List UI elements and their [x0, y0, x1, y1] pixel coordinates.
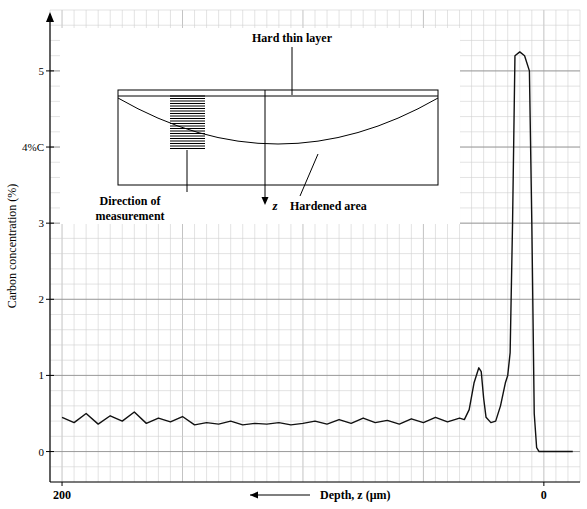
hatch: [170, 136, 205, 137]
z-arrow: [265, 90, 266, 200]
grid-line: [50, 451, 580, 452]
inset-box: [118, 90, 438, 185]
x-tick-label: 0: [541, 488, 547, 502]
y-tick-label: 5: [39, 65, 45, 77]
x-tick: [543, 482, 544, 486]
y-tick-label: 4%C: [22, 141, 44, 153]
x-direction-arrow: [250, 494, 310, 495]
paper-line: [50, 10, 580, 11]
leader: [300, 154, 318, 196]
hatch: [170, 116, 205, 117]
y-tick: [46, 375, 54, 376]
hatch: [170, 143, 205, 144]
inset: Hard thin layer Direction ofmeasurement zH…: [60, 28, 460, 224]
hatch: [170, 131, 205, 132]
hatch: [170, 98, 205, 99]
y-axis-arrow: [46, 12, 54, 22]
hardened-boundary: [118, 98, 438, 144]
paper-line: [495, 10, 496, 482]
paper-line: [543, 10, 544, 482]
hatch: [170, 148, 205, 149]
hatch: [170, 113, 205, 114]
hatch: [170, 133, 205, 134]
hatch: [170, 126, 205, 127]
graph-paper: [50, 10, 580, 482]
hatch: [170, 121, 205, 122]
chart: 0 1 2 3 4%C 5 200 0 Depth, z (μm) Carbon concentr…: [0, 0, 587, 509]
x-direction-arrowhead: [250, 492, 258, 499]
annotation: z: [271, 198, 278, 213]
annotation: Hardened area: [290, 199, 367, 213]
paper-line: [50, 238, 580, 239]
annotation: Hard thin layer: [252, 31, 333, 45]
grid-line: [50, 375, 580, 376]
paper-line: [50, 314, 580, 315]
y-axis-title: Carbon concentration (%): [5, 184, 19, 309]
y-tick: [46, 223, 54, 224]
y-axis: [49, 14, 50, 482]
hatch: [170, 106, 205, 107]
paper-line: [519, 10, 520, 482]
hatch: [170, 141, 205, 142]
y-tick: [46, 70, 54, 71]
paper-line: [567, 10, 568, 482]
hatch: [170, 108, 205, 109]
paper-line: [50, 466, 580, 467]
paper-line: [50, 299, 580, 300]
x-tick-label: 200: [53, 488, 71, 502]
hatch: [170, 118, 205, 119]
y-tick: [46, 299, 54, 300]
paper-line: [50, 329, 580, 330]
paper-line: [580, 10, 581, 482]
y-tick: [46, 451, 54, 452]
paper-line: [483, 10, 484, 482]
hatch: [170, 96, 205, 97]
paper-line: [507, 10, 508, 482]
annotation-line: measurement: [95, 209, 164, 223]
y-tick-label: 2: [39, 293, 45, 305]
paper-line: [50, 436, 580, 437]
paper-line: [50, 344, 580, 345]
hatch: [170, 123, 205, 124]
hatch: [170, 103, 205, 104]
paper-line: [50, 253, 580, 254]
hatch: [170, 111, 205, 112]
paper-line: [50, 268, 580, 269]
y-tick: [46, 147, 54, 148]
paper-line: [50, 390, 580, 391]
carbon-profile: [62, 52, 573, 452]
hatch: [170, 146, 205, 147]
leader: [187, 150, 188, 192]
paper-line: [555, 10, 556, 482]
x-axis: [50, 482, 580, 483]
paper-line: [471, 10, 472, 482]
y-tick-label: 3: [39, 217, 45, 229]
paper-line: [50, 451, 580, 452]
grid-line: [50, 299, 580, 300]
paper-line: [50, 375, 580, 376]
hatch: [170, 101, 205, 102]
thin-layer-line: [118, 96, 438, 97]
plot-area: [62, 52, 573, 452]
inset-ground: [60, 28, 460, 224]
paper-line: [50, 25, 580, 26]
x-axis-title: Depth, z (μm): [320, 488, 390, 502]
leader: [292, 47, 293, 95]
paper-line: [50, 360, 580, 361]
paper-line: [50, 10, 51, 482]
paper-line: [50, 482, 580, 483]
annotation: Direction ofmeasurement: [95, 194, 164, 223]
hatch: [170, 128, 205, 129]
annotation-line: Direction of: [100, 194, 162, 208]
z-arrowhead: [262, 197, 269, 205]
paper-line: [50, 284, 580, 285]
y-tick-label: 1: [39, 369, 45, 381]
y-tick-label: 0: [39, 446, 45, 458]
hatch: [170, 138, 205, 139]
x-tick: [62, 482, 63, 486]
